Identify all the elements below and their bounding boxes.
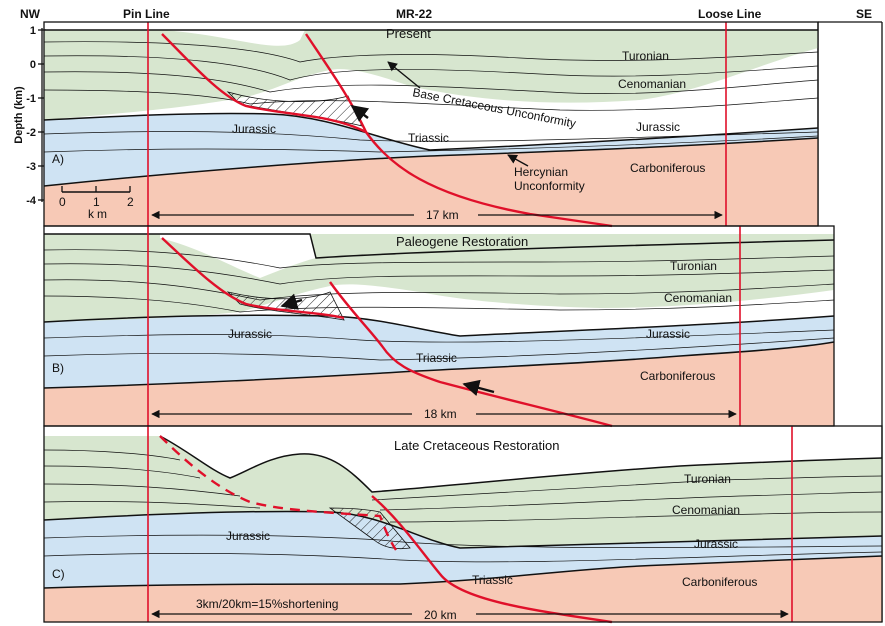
panel-b: Paleogene Restoration Turonian Cenomania… (43, 225, 835, 428)
panel-a-triassic: Triassic (408, 131, 449, 145)
panel-b-turonian: Turonian (670, 259, 717, 273)
panel-b-fault-splay (161, 237, 345, 320)
panel-b-slip-arrow-lower (462, 379, 495, 397)
panel-c-length: 20 km (424, 608, 457, 622)
pin-line-label: Pin Line (123, 7, 170, 21)
scale-bar: 0 1 2 km (59, 186, 134, 221)
scale-tick-1: 1 (93, 195, 100, 209)
panel-b-fault-main (329, 281, 613, 428)
panel-c-title: Late Cretaceous Restoration (394, 438, 559, 453)
panel-a-turonian: Turonian (622, 49, 669, 63)
panel-b-length: 18 km (424, 407, 457, 421)
panel-a-letter: A) (52, 152, 64, 166)
depth-tick-label: -3 (26, 161, 36, 173)
panel-b-jurassic-right: Jurassic (646, 327, 690, 341)
panel-c-turonian: Turonian (684, 472, 731, 486)
panel-b-jurassic-left: Jurassic (228, 327, 272, 341)
panel-a-fault-motion-arrow (350, 104, 370, 122)
se-label: SE (856, 7, 872, 21)
depth-tick-label: -4 (26, 195, 37, 207)
panel-c: Late Cretaceous Restoration Turonian Cen… (43, 425, 883, 624)
panel-b-jurassic (44, 315, 834, 388)
panel-b-triassic: Triassic (416, 351, 457, 365)
nw-label: NW (20, 7, 41, 21)
panel-a-fault-main (305, 33, 613, 228)
panel-a-bcu-arrow (387, 61, 421, 89)
panel-a: Present Turonian Cenomanian Jurassic Tri… (43, 21, 819, 228)
panel-c-jurassic-right: Jurassic (694, 537, 738, 551)
panel-a-length: 17 km (426, 208, 459, 222)
panel-c-triassic: Triassic (472, 573, 513, 587)
panel-a-title: Present (386, 26, 431, 41)
panel-c-cenomanian: Cenomanian (672, 503, 740, 517)
panel-b-title: Paleogene Restoration (396, 234, 528, 249)
panel-c-cretaceous (44, 436, 882, 548)
panel-a-carboniferous: Carboniferous (630, 161, 705, 175)
panel-b-cenomanian: Cenomanian (664, 291, 732, 305)
panel-b-carboniferous: Carboniferous (640, 369, 715, 383)
panel-a-jurassic-right: Jurassic (636, 120, 680, 134)
scale-tick-0: 0 (59, 195, 66, 209)
panel-c-letter: C) (52, 567, 65, 581)
panel-c-jurassic (44, 511, 882, 588)
panel-b-slip-arrow-upper (280, 293, 303, 310)
panel-b-letter: B) (52, 361, 64, 375)
panel-a-cenomanian: Cenomanian (618, 77, 686, 91)
panel-c-jurassic-left: Jurassic (226, 529, 270, 543)
panel-a-hercynian-1: Hercynian (514, 165, 568, 179)
scale-tick-2: 2 (127, 195, 134, 209)
panel-b-carboniferous (44, 342, 834, 426)
well-label: MR-22 (396, 7, 432, 21)
panel-a-fault-splay (161, 33, 367, 134)
depth-tick-label: 1 (30, 25, 36, 37)
loose-line-label: Loose Line (698, 7, 762, 21)
panel-a-jurassic-left: Jurassic (232, 122, 276, 136)
panel-a-carboniferous (44, 138, 818, 226)
depth-tick-label: -1 (26, 93, 36, 105)
panel-a-hercynian-2: Unconformity (514, 179, 585, 193)
depth-axis: Depth (km) 1 0 -1 -2 -3 -4 (13, 25, 46, 207)
depth-axis-label: Depth (km) (13, 86, 25, 144)
depth-tick-label: -2 (26, 127, 36, 139)
depth-tick-label: 0 (30, 59, 36, 71)
scale-unit: km (88, 207, 110, 221)
panel-c-carboniferous (44, 556, 882, 622)
panel-c-carboniferous: Carboniferous (682, 575, 757, 589)
panel-a-hercynian-arrow (507, 154, 529, 167)
panel-c-fault-dashed (159, 435, 397, 551)
panel-c-shortening: 3km/20km=15%shortening (196, 597, 338, 611)
